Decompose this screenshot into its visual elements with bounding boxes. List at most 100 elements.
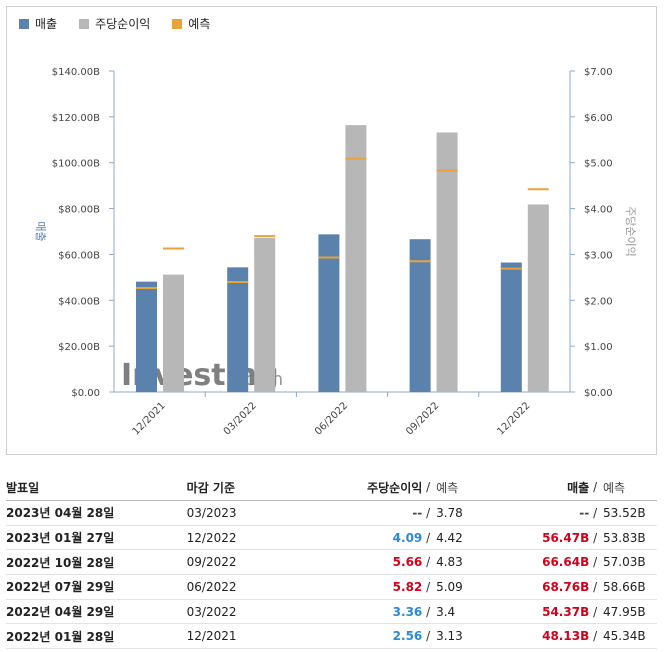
legend-swatch-eps xyxy=(79,18,90,29)
row-period: 12/2021 xyxy=(186,629,237,644)
right-tick-label: $6.00 xyxy=(584,113,613,124)
row-eps-forecast: 4.83 xyxy=(436,555,463,570)
legend-swatch-revenue xyxy=(19,18,29,29)
row-period: 12/2022 xyxy=(186,530,237,545)
row-sep: / xyxy=(593,505,598,520)
eps-bar xyxy=(254,237,276,392)
right-tick-label: $5.00 xyxy=(584,159,613,170)
legend-label-eps: 주당순이익 xyxy=(95,17,151,31)
left-tick-label: $140.00B xyxy=(52,67,100,78)
row-revenue-forecast: 58.66B xyxy=(603,579,646,594)
header-revenue[interactable]: 매출 xyxy=(567,480,590,495)
legend-label-revenue: 매출 xyxy=(35,17,58,31)
row-sep: / xyxy=(593,555,598,570)
row-sep: / xyxy=(426,555,431,570)
left-tick-label: $80.00B xyxy=(58,205,100,216)
chart-legend: 매출 주당순이익 예측 xyxy=(19,15,210,32)
left-tick-label: $40.00B xyxy=(58,296,100,307)
legend-item-eps[interactable]: 주당순이익 xyxy=(79,15,150,32)
row-revenue: -- xyxy=(579,505,590,520)
row-sep: / xyxy=(426,579,431,594)
chart-bars xyxy=(136,125,549,393)
row-date: 2022년 10월 28일 xyxy=(6,555,115,570)
row-sep: / xyxy=(426,629,431,644)
table-row: 2023년 01월 27일 12/2022 4.09/4.42 56.47B/53.8… xyxy=(6,526,657,551)
row-revenue-forecast: 45.34B xyxy=(603,629,646,644)
legend-item-revenue[interactable]: 매출 xyxy=(19,15,57,32)
x-tick-label: 03/2022 xyxy=(222,400,259,437)
table-row: 2022년 01월 28일 12/2021 2.56/3.13 48.13B/45.3… xyxy=(6,624,657,650)
earnings-table: 발표일 마감 기준 주당순이익 / 예측 매출 / 예측 2023년 04월 2… xyxy=(6,474,657,650)
legend-swatch-forecast xyxy=(172,18,183,29)
left-tick-label: $100.00B xyxy=(52,159,100,170)
row-revenue: 68.76B xyxy=(542,579,590,594)
row-revenue: 56.47B xyxy=(542,530,590,545)
row-sep: / xyxy=(426,505,431,520)
right-tick-label: $3.00 xyxy=(584,250,613,261)
legend-item-forecast[interactable]: 예측 xyxy=(172,15,210,32)
row-eps: 5.82 xyxy=(392,579,423,594)
row-eps-forecast: 5.09 xyxy=(436,579,463,594)
left-tick-label: $120.00B xyxy=(52,113,100,124)
eps-bar xyxy=(345,125,367,393)
row-sep: / xyxy=(593,530,598,545)
revenue-bar xyxy=(227,267,249,392)
x-tick-label: 12/2021 xyxy=(131,400,168,437)
header-date[interactable]: 발표일 xyxy=(6,480,40,495)
row-revenue: 66.64B xyxy=(542,555,590,570)
right-axis-title: 주당순이익 xyxy=(624,206,637,257)
row-revenue-forecast: 53.83B xyxy=(603,530,646,545)
row-eps-forecast: 3.4 xyxy=(436,604,456,619)
row-period: 03/2022 xyxy=(186,604,237,619)
table-row: 2023년 04월 28일 03/2023 --/3.78 --/53.52B xyxy=(6,501,657,526)
row-date: 2022년 04월 29일 xyxy=(6,605,115,620)
revenue-bar xyxy=(409,239,431,392)
left-tick-label: $60.00B xyxy=(58,250,100,261)
row-period: 03/2023 xyxy=(186,505,237,520)
x-tick-label: 06/2022 xyxy=(313,400,350,437)
left-axis-title: 매출 xyxy=(34,221,47,241)
row-revenue: 48.13B xyxy=(542,629,590,644)
row-eps: 2.56 xyxy=(392,629,423,644)
right-tick-label: $7.00 xyxy=(584,67,613,78)
x-tick-label: 09/2022 xyxy=(404,400,441,437)
left-tick-label: $20.00B xyxy=(58,342,100,353)
row-sep: / xyxy=(593,604,598,619)
row-revenue-forecast: 53.52B xyxy=(603,505,646,520)
left-tick-label: $0.00 xyxy=(71,388,100,399)
row-date: 2023년 01월 27일 xyxy=(6,531,115,546)
row-eps-forecast: 3.13 xyxy=(436,629,463,644)
revenue-bar xyxy=(500,262,522,392)
right-tick-label: $1.00 xyxy=(584,342,613,353)
header-sep: / xyxy=(426,480,431,494)
table-header: 발표일 마감 기준 주당순이익 / 예측 매출 / 예측 xyxy=(6,474,657,501)
chart-panel: 매출 주당순이익 예측 Investing.com $0.00$0.00$20.… xyxy=(6,6,657,455)
row-sep: / xyxy=(593,629,598,644)
eps-bar xyxy=(436,132,458,392)
revenue-bar xyxy=(318,234,340,392)
table-row: 2022년 10월 28일 09/2022 5.66/4.83 66.64B/57.0… xyxy=(6,550,657,576)
row-sep: / xyxy=(426,530,431,545)
header-eps[interactable]: 주당순이익 xyxy=(367,480,423,495)
row-revenue-forecast: 57.03B xyxy=(603,555,646,570)
right-tick-label: $4.00 xyxy=(584,205,613,216)
row-eps: 4.09 xyxy=(392,530,423,545)
row-date: 2022년 07월 29일 xyxy=(6,580,115,595)
row-period: 09/2022 xyxy=(186,555,237,570)
row-eps: -- xyxy=(412,505,423,520)
eps-bar xyxy=(163,274,184,392)
row-eps-forecast: 3.78 xyxy=(436,505,463,520)
header-period[interactable]: 마감 기준 xyxy=(186,480,235,495)
row-revenue: 54.37B xyxy=(542,604,590,619)
right-tick-label: $0.00 xyxy=(584,388,613,399)
right-tick-label: $2.00 xyxy=(584,296,613,307)
row-sep: / xyxy=(426,604,431,619)
header-eps-forecast[interactable]: 예측 xyxy=(436,480,459,495)
header-revenue-forecast[interactable]: 예측 xyxy=(603,480,626,495)
row-date: 2022년 01월 28일 xyxy=(6,629,115,644)
row-sep: / xyxy=(593,579,598,594)
chart-axes xyxy=(109,70,575,397)
row-eps-forecast: 4.42 xyxy=(436,530,463,545)
row-revenue-forecast: 47.95B xyxy=(603,604,646,619)
header-sep: / xyxy=(593,480,598,494)
